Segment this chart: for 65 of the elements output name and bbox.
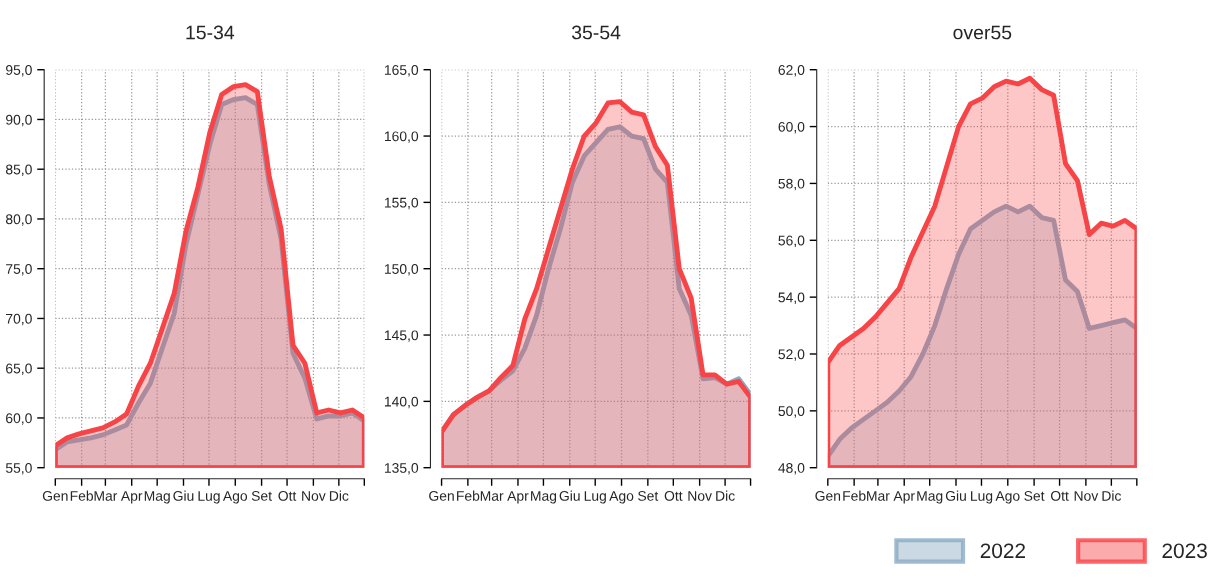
y-tick-label: 56,0	[778, 235, 805, 248]
chart-title: 35-54	[571, 25, 621, 40]
legend-label: 2022	[980, 543, 1025, 559]
x-tick-label: Dic	[716, 490, 735, 501]
y-tick-label: 60,0	[778, 121, 805, 134]
y-tick-label: 65,0	[6, 363, 32, 376]
y-tick-label: 135,0	[384, 463, 419, 475]
y-tick-label: 160,0	[384, 131, 419, 143]
chart-title: 15-34	[186, 25, 235, 40]
x-tick-label: Feb	[457, 490, 480, 501]
y-tick-label: 155,0	[384, 197, 419, 210]
x-tick-label: Mag	[531, 491, 557, 504]
x-tick-label: Dic	[1102, 490, 1122, 501]
x-tick-label: Nov	[302, 491, 326, 501]
y-tick-label: 165,0	[384, 65, 419, 77]
x-tick-label: Ago	[222, 491, 248, 504]
x-tick-label: Giu	[945, 490, 966, 501]
x-tick-label: Ago	[609, 491, 634, 504]
legend-label: 2023	[1162, 543, 1207, 559]
x-tick-label: Ott	[278, 490, 297, 501]
y-tick-label: 85,0	[5, 164, 32, 177]
chart-title: over55	[953, 25, 1012, 40]
x-tick-label: Set	[251, 490, 272, 501]
y-tick-label: 150,0	[384, 264, 419, 276]
x-tick-label: Giu	[173, 490, 194, 501]
x-tick-label: Mar	[867, 491, 890, 501]
y-tick-label: 95,0	[6, 65, 32, 77]
x-tick-label: Set	[638, 490, 659, 501]
x-tick-label: Giu	[559, 490, 580, 501]
y-tick-label: 62,0	[778, 65, 805, 77]
x-tick-label: Nov	[1074, 491, 1099, 501]
x-tick-label: Gen	[815, 490, 841, 501]
x-tick-label: Mag	[144, 491, 170, 504]
y-tick-label: 50,0	[778, 406, 805, 418]
x-tick-label: Apr	[120, 491, 143, 504]
y-tick-label: 48,0	[778, 463, 805, 475]
x-tick-label: Lug	[971, 491, 993, 504]
x-tick-label: Dic	[329, 490, 349, 501]
x-tick-label: Set	[1024, 490, 1045, 501]
x-tick-label: Mag	[917, 491, 943, 504]
x-tick-label: Ott	[1050, 490, 1069, 501]
x-tick-label: Apr	[893, 491, 915, 504]
x-tick-label: Lug	[584, 491, 606, 504]
y-tick-label: 58,0	[778, 178, 805, 191]
y-tick-label: 52,0	[778, 349, 805, 361]
x-tick-label: Ago	[995, 491, 1020, 504]
y-tick-label: 55,0	[5, 463, 32, 475]
y-tick-label: 90,0	[6, 114, 32, 127]
x-tick-label: Feb	[843, 490, 866, 501]
y-tick-label: 70,0	[6, 313, 32, 326]
y-tick-label: 54,0	[778, 292, 805, 304]
y-tick-label: 140,0	[384, 396, 419, 409]
y-tick-label: 80,0	[5, 214, 32, 226]
x-tick-label: Ott	[664, 490, 683, 501]
x-tick-label: Apr	[507, 491, 529, 504]
y-tick-label: 60,0	[6, 413, 32, 425]
x-tick-label: Gen	[429, 490, 454, 501]
x-tick-label: Gen	[42, 490, 68, 501]
x-tick-label: Feb	[70, 490, 94, 501]
x-tick-label: Mar	[480, 491, 504, 501]
x-tick-label: Lug	[198, 491, 220, 504]
x-tick-label: Nov	[688, 491, 712, 501]
y-tick-label: 145,0	[384, 330, 419, 342]
y-tick-label: 75,0	[6, 264, 32, 276]
x-tick-label: Mar	[94, 491, 118, 501]
